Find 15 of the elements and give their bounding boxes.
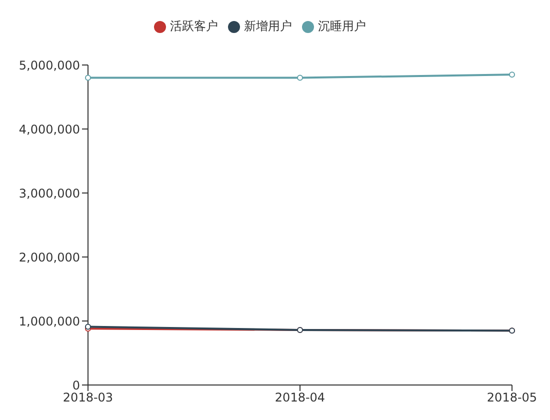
y-tick-label: 1,000,000	[18, 314, 80, 328]
y-tick-label: 5,000,000	[18, 58, 80, 72]
point	[85, 74, 91, 81]
y-tick-label: 4,000,000	[18, 122, 80, 136]
x-tick-label: 2018-03	[62, 390, 114, 405]
x-tick-label: 2018-04	[274, 390, 326, 405]
legend-label: 活跃客户	[170, 19, 218, 33]
legend-label: 沉睡用户	[318, 19, 366, 33]
x-tick-label: 2018-05	[486, 390, 538, 405]
point	[297, 74, 303, 81]
y-tick-label: 0	[72, 378, 80, 392]
y-tick-label: 2,000,000	[18, 250, 80, 264]
y-tick-label: 3,000,000	[18, 186, 80, 200]
legend-label: 新增用户	[244, 19, 292, 33]
point	[509, 72, 515, 78]
